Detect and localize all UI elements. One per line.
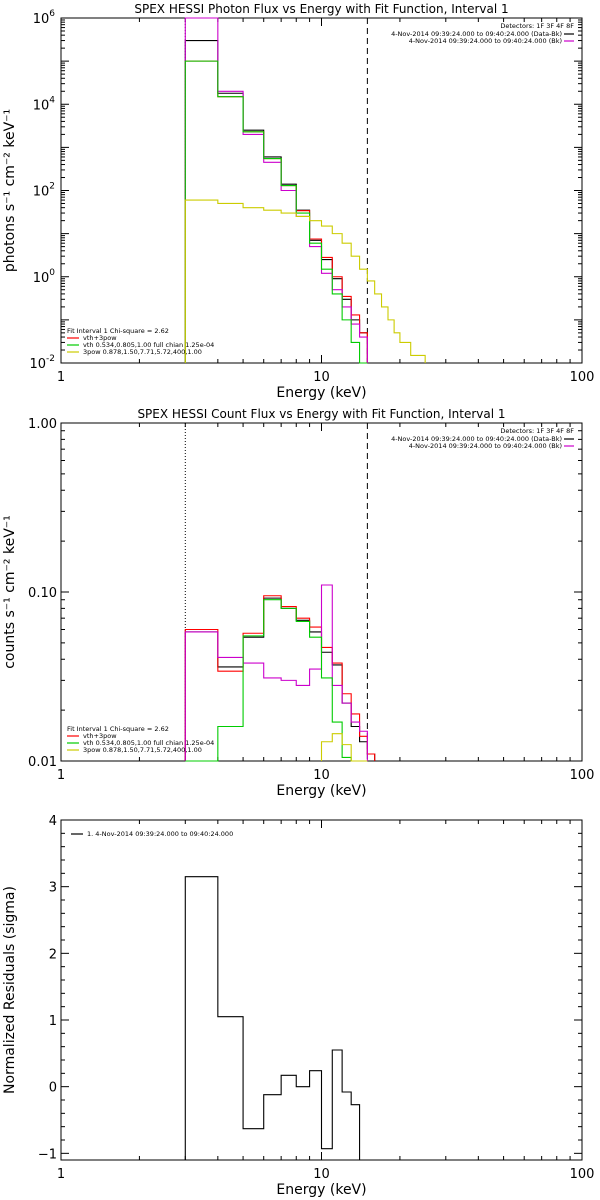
legend-entry-label: 1. 4-Nov-2014 09:39:24.000 to 09:40:24.0… xyxy=(87,830,233,838)
x-axis-label: Energy (keV) xyxy=(276,783,366,799)
legend-header: Detectors: 1F 3F 4F 8F xyxy=(500,427,574,435)
x-axis-label: Energy (keV) xyxy=(276,385,366,401)
x-axis-label: Energy (keV) xyxy=(276,1182,366,1198)
plot-frame xyxy=(60,17,583,364)
x-tick-label: 100 xyxy=(570,768,595,783)
series-line-vth-3pow xyxy=(184,60,368,363)
y-tick-label: 10-2 xyxy=(29,354,55,372)
y-tick-label: 2 xyxy=(49,947,57,962)
fit-legend-entry-label: vth 0.534,0.805,1.00 full chian 1.25e-04 xyxy=(83,739,214,747)
x-tick-label: 10 xyxy=(313,768,330,783)
x-tick-label: 100 xyxy=(570,370,595,385)
fit-legend-header: Fit Interval 1 Chi-square = 2.62 xyxy=(67,327,169,335)
series-line-vth xyxy=(185,599,360,762)
series-line-bk xyxy=(184,584,368,761)
legend-header: Detectors: 1F 3F 4F 8F xyxy=(500,22,574,30)
y-axis-label: counts s⁻¹ cm⁻² keV⁻¹ xyxy=(2,515,18,669)
fit-legend-entry-label: vth+3pow xyxy=(83,732,117,740)
series-line-3pow xyxy=(320,733,368,762)
y-tick-label: 1 xyxy=(49,1014,57,1029)
chart-panel-3: 1 10 100 Energy (keV) −1 0 1 2 3 4 Normalized Resi… xyxy=(2,814,594,1198)
chart-panel-2: SPEX HESSI Count Flux vs Energy with Fit… xyxy=(2,407,594,799)
y-axis-label: photons s⁻¹ cm⁻² keV⁻¹ xyxy=(2,109,18,272)
y-tick-label: 102 xyxy=(33,182,55,200)
y-tick-label: 3 xyxy=(49,881,57,896)
fit-legend-entry-label: vth+3pow xyxy=(83,334,117,342)
y-tick-label: 106 xyxy=(33,9,56,27)
series-line-3pow xyxy=(184,199,426,363)
x-tick-label: 10 xyxy=(313,1167,330,1182)
series-line-data-bk xyxy=(184,40,368,363)
series-line-vth xyxy=(184,60,368,364)
x-tick-label: 1 xyxy=(57,768,65,783)
legend-entry-label: 4-Nov-2014 09:39:24.000 to 09:40:24.000 … xyxy=(409,37,562,45)
y-tick-label: 0.10 xyxy=(28,586,57,601)
legend-entry-label: 4-Nov-2014 09:39:24.000 to 09:40:24.000 … xyxy=(391,435,562,443)
x-tick-label: 10 xyxy=(313,370,330,385)
chart-title: SPEX HESSI Photon Flux vs Energy with Fi… xyxy=(134,2,508,16)
legend-entry-label: 4-Nov-2014 09:39:24.000 to 09:40:24.000 … xyxy=(409,442,562,450)
y-tick-label: 4 xyxy=(49,814,57,829)
y-tick-label: 0 xyxy=(49,1081,57,1096)
fit-legend-entry-label: 3pow 0.878,1.50,7.71,5.72,400,1.00 xyxy=(83,746,202,754)
fit-legend-entry-label: 3pow 0.878,1.50,7.71,5.72,400,1.00 xyxy=(83,348,202,356)
series-line-bk xyxy=(184,17,368,363)
y-tick-label: 0.01 xyxy=(28,755,57,770)
x-tick-label: 1 xyxy=(57,1167,65,1182)
x-tick-label: 1 xyxy=(57,370,65,385)
series-line-data-bk xyxy=(184,597,376,761)
fit-legend-header: Fit Interval 1 Chi-square = 2.62 xyxy=(67,725,169,733)
x-tick-label: 100 xyxy=(570,1167,595,1182)
series-line-residuals xyxy=(184,876,361,1160)
y-tick-label: −1 xyxy=(38,1147,57,1162)
y-axis-label: Normalized Residuals (sigma) xyxy=(2,886,18,1094)
chart-title: SPEX HESSI Count Flux vs Energy with Fit… xyxy=(137,407,505,421)
y-tick-label: 100 xyxy=(33,268,56,286)
y-tick-label: 104 xyxy=(33,95,56,113)
chart-panel-1: SPEX HESSI Photon Flux vs Energy with Fi… xyxy=(2,2,594,401)
fit-legend-entry-label: vth 0.534,0.805,1.00 full chian 1.25e-04 xyxy=(83,341,214,349)
y-tick-label: 1.00 xyxy=(28,417,57,432)
legend-entry-label: 4-Nov-2014 09:39:24.000 to 09:40:24.000 … xyxy=(391,30,562,38)
